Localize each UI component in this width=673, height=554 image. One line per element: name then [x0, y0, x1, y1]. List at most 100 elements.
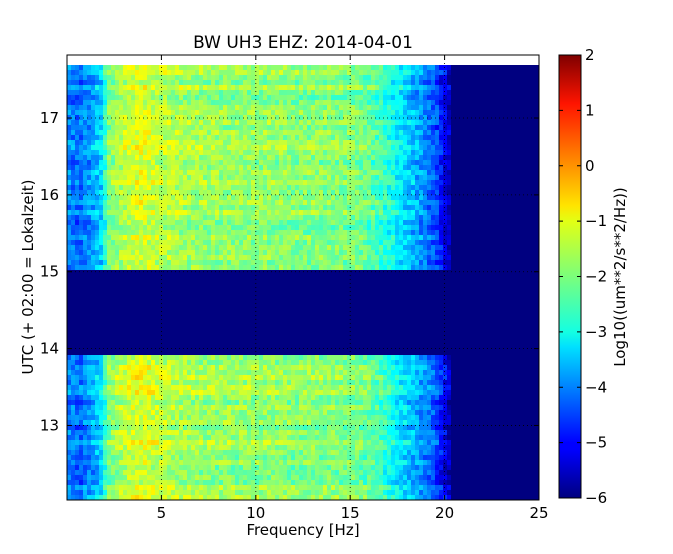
heatmap-cell: [91, 130, 96, 136]
heatmap-cell: [511, 235, 516, 241]
heatmap-cell: [471, 90, 476, 96]
heatmap-cell: [327, 180, 332, 186]
heatmap-cell: [471, 160, 476, 166]
heatmap-cell: [427, 110, 432, 116]
heatmap-cell: [475, 235, 480, 241]
heatmap-cell: [399, 200, 404, 206]
heatmap-cell: [487, 265, 492, 271]
heatmap-cell: [375, 175, 380, 181]
heatmap-cell: [319, 175, 324, 181]
heatmap-cell: [479, 200, 484, 206]
heatmap-cell: [327, 210, 332, 216]
heatmap-cell: [411, 80, 416, 86]
heatmap-cell: [495, 200, 500, 206]
heatmap-cell: [491, 145, 496, 151]
heatmap-cell: [303, 245, 308, 251]
heatmap-cell: [343, 200, 348, 206]
heatmap-cell: [335, 170, 340, 176]
heatmap-cell: [111, 140, 116, 146]
heatmap-cell: [483, 160, 488, 166]
heatmap-cell: [267, 225, 272, 231]
heatmap-cell: [79, 140, 84, 146]
heatmap-cell: [99, 140, 104, 146]
heatmap-cell: [127, 255, 132, 261]
heatmap-cell: [483, 100, 488, 106]
heatmap-cell: [299, 145, 304, 151]
heatmap-cell: [79, 65, 84, 71]
heatmap-cell: [219, 215, 224, 221]
heatmap-cell: [231, 145, 236, 151]
heatmap-cell: [259, 180, 264, 186]
heatmap-cell: [403, 355, 408, 361]
heatmap-cell: [107, 165, 112, 171]
heatmap-cell: [487, 245, 492, 251]
heatmap-cell: [203, 95, 208, 101]
heatmap-cell: [339, 125, 344, 131]
heatmap-cell: [323, 205, 328, 211]
heatmap-cell: [371, 115, 376, 121]
heatmap-cell: [79, 355, 84, 361]
heatmap-cell: [303, 185, 308, 191]
heatmap-cell: [127, 110, 132, 116]
heatmap-cell: [491, 170, 496, 176]
heatmap-cell: [219, 260, 224, 266]
heatmap-cell: [159, 355, 164, 361]
heatmap-cell: [455, 355, 460, 361]
heatmap-cell: [235, 75, 240, 81]
heatmap-cell: [491, 105, 496, 111]
heatmap-cell: [439, 70, 444, 76]
heatmap-cell: [115, 170, 120, 176]
heatmap-cell: [175, 200, 180, 206]
heatmap-cell: [143, 135, 148, 141]
heatmap-cell: [475, 100, 480, 106]
heatmap-cell: [67, 120, 72, 126]
heatmap-cell: [343, 135, 348, 141]
heatmap-cell: [463, 80, 468, 86]
heatmap-cell: [207, 135, 212, 141]
heatmap-cell: [467, 210, 472, 216]
heatmap-cell: [271, 200, 276, 206]
heatmap-cell: [119, 360, 124, 366]
heatmap-cell: [471, 190, 476, 196]
heatmap-cell: [415, 150, 420, 156]
heatmap-cell: [339, 190, 344, 196]
heatmap-cell: [531, 130, 536, 136]
heatmap-cell: [527, 355, 532, 361]
heatmap-cell: [503, 265, 508, 271]
heatmap-cell: [479, 355, 484, 361]
heatmap-cell: [511, 70, 516, 76]
heatmap-cell: [455, 75, 460, 81]
heatmap-cell: [195, 240, 200, 246]
heatmap-cell: [363, 235, 368, 241]
heatmap-cell: [155, 170, 160, 176]
heatmap-cell: [487, 355, 492, 361]
heatmap-cell: [231, 205, 236, 211]
heatmap-cell: [511, 165, 516, 171]
heatmap-cell: [487, 130, 492, 136]
heatmap-cell: [355, 145, 360, 151]
heatmap-cell: [467, 65, 472, 71]
heatmap-cell: [159, 175, 164, 181]
heatmap-cell: [119, 230, 124, 236]
heatmap-cell: [239, 70, 244, 76]
heatmap-cell: [403, 215, 408, 221]
heatmap-cell: [231, 260, 236, 266]
heatmap-cell: [339, 165, 344, 171]
heatmap-cell: [411, 95, 416, 101]
heatmap-cell: [427, 265, 432, 271]
heatmap-cell: [375, 75, 380, 81]
heatmap-cell: [427, 175, 432, 181]
heatmap-cell: [199, 160, 204, 166]
heatmap-cell: [311, 155, 316, 161]
heatmap-cell: [291, 165, 296, 171]
heatmap-cell: [455, 200, 460, 206]
heatmap-cell: [227, 210, 232, 216]
heatmap-cell: [119, 220, 124, 226]
heatmap-cell: [67, 90, 72, 96]
heatmap-cell: [75, 150, 80, 156]
heatmap-cell: [179, 245, 184, 251]
heatmap-cell: [323, 140, 328, 146]
heatmap-cell: [499, 220, 504, 226]
heatmap-cell: [355, 265, 360, 271]
heatmap-cell: [403, 225, 408, 231]
